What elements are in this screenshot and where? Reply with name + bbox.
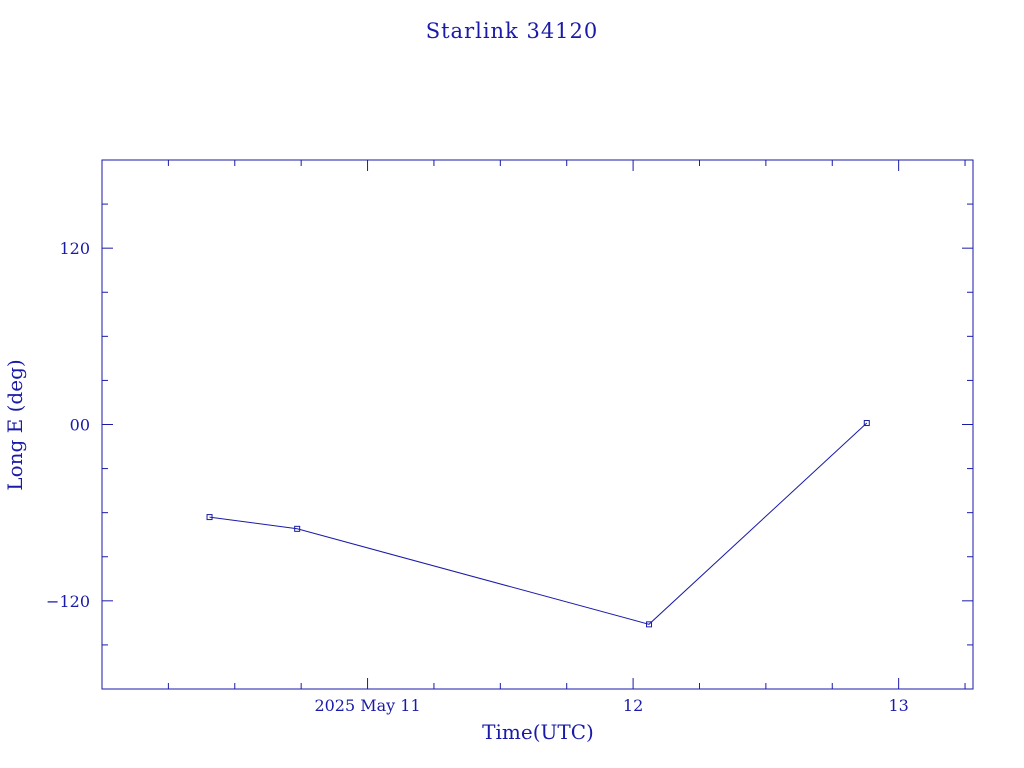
axis-tick-labels: 2025 May 11 12 13 120 00 −120 xyxy=(46,239,909,715)
x-tick-label: 13 xyxy=(888,696,908,715)
series-line xyxy=(209,422,868,625)
data-point xyxy=(863,420,870,427)
data-point xyxy=(294,525,301,532)
data-point xyxy=(646,621,653,628)
data-point xyxy=(206,514,213,521)
x-tick-label: 12 xyxy=(623,696,643,715)
axis-ticks xyxy=(101,160,973,689)
data-series xyxy=(206,420,870,628)
chart-title: Starlink 34120 xyxy=(426,19,599,43)
y-axis-label: Long E (deg) xyxy=(3,359,27,490)
y-tick-label: 120 xyxy=(59,239,90,258)
y-tick-label: −120 xyxy=(46,592,90,611)
plot-frame xyxy=(101,159,974,690)
y-tick-label: 00 xyxy=(70,416,90,435)
x-axis-label: Time(UTC) xyxy=(482,720,594,744)
x-tick-label: 2025 May 11 xyxy=(314,696,420,715)
